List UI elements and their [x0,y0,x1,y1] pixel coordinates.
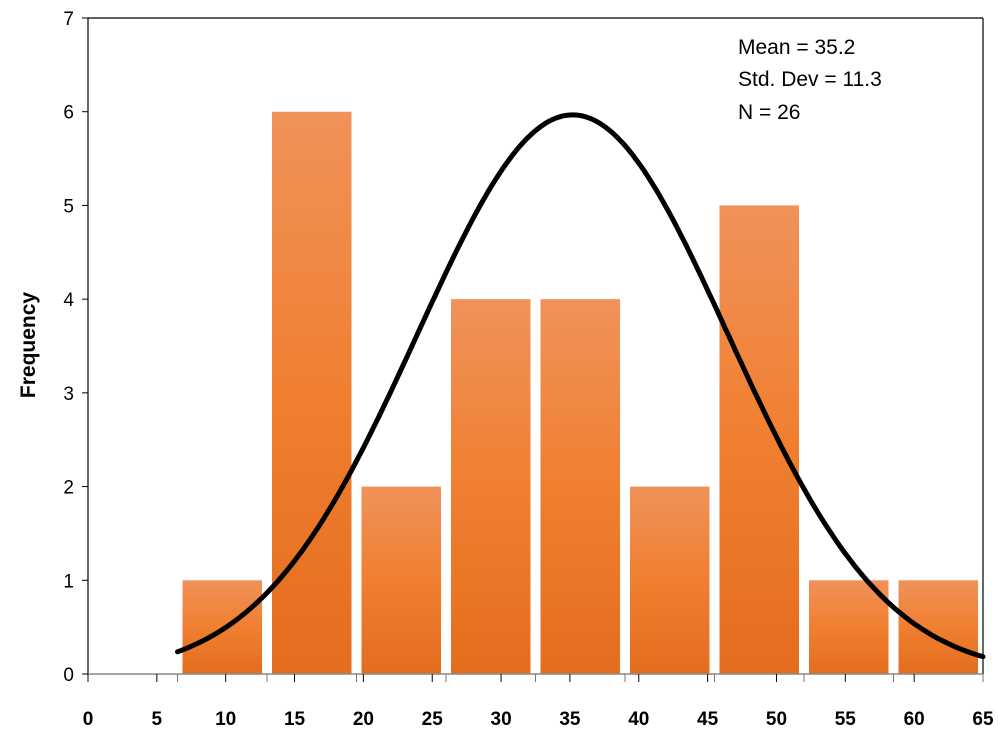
x-tick-label: 65 [972,709,994,730]
x-tick-label: 0 [83,709,94,730]
y-tick-label: 4 [63,290,74,311]
y-tick-label: 0 [63,665,74,686]
histogram-bar [630,486,710,674]
histogram-bar [540,299,620,674]
histogram-bar [898,580,978,674]
stat-std-dev: Std. Dev = 11.3 [738,68,882,91]
histogram-bar [809,580,889,674]
x-tick-label: 20 [353,709,374,730]
histogram-bar [361,486,441,674]
bars-group [182,111,978,674]
y-tick-label: 2 [63,478,74,499]
y-axis-label: Frequency [17,292,40,399]
x-tick-label: 5 [152,709,163,730]
x-tick-label: 25 [422,709,444,730]
x-tick-label: 35 [559,709,581,730]
y-tick-label: 7 [63,9,74,30]
x-tick-label: 50 [766,709,787,730]
x-tick-label: 60 [904,709,925,730]
x-tick-label: 45 [697,709,719,730]
normal-curve [175,112,986,660]
axes-group [87,17,984,675]
x-tick-label: 10 [215,709,236,730]
y-tick-label: 1 [63,571,74,592]
stat-n: N = 26 [738,101,800,124]
x-tick-label: 55 [835,709,857,730]
histogram-bar [272,111,352,674]
y-tick-label: 6 [63,103,74,124]
y-tick-label: 3 [63,384,74,405]
x-tick-label: 30 [491,709,512,730]
x-tick-label: 15 [284,709,306,730]
y-tick-label: 5 [63,196,74,217]
histogram-bar [451,299,531,674]
histogram-bar [719,205,799,674]
x-tick-label: 40 [628,709,649,730]
stat-mean: Mean = 35.2 [738,36,855,59]
